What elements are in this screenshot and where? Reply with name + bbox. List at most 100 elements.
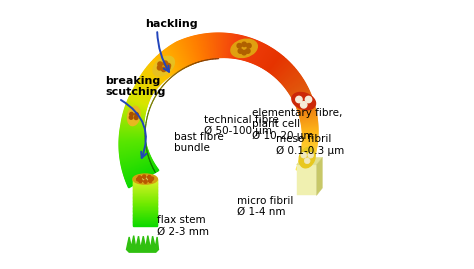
Wedge shape: [136, 83, 153, 94]
Wedge shape: [121, 124, 144, 127]
Wedge shape: [120, 131, 144, 133]
Wedge shape: [278, 66, 293, 80]
Wedge shape: [124, 110, 145, 116]
Wedge shape: [157, 56, 173, 75]
Wedge shape: [302, 142, 317, 145]
Wedge shape: [302, 133, 318, 134]
Wedge shape: [271, 58, 285, 74]
Wedge shape: [298, 105, 315, 111]
Wedge shape: [239, 37, 246, 59]
Wedge shape: [234, 35, 239, 58]
Wedge shape: [297, 166, 309, 172]
Wedge shape: [288, 81, 305, 92]
Wedge shape: [159, 54, 174, 73]
Wedge shape: [302, 141, 318, 143]
Wedge shape: [150, 63, 166, 80]
Wedge shape: [119, 142, 146, 146]
Wedge shape: [158, 55, 173, 74]
Wedge shape: [168, 47, 182, 69]
Wedge shape: [301, 151, 315, 155]
Wedge shape: [122, 158, 151, 168]
Bar: [133, 208, 157, 209]
Wedge shape: [267, 54, 281, 71]
Wedge shape: [127, 167, 157, 184]
Circle shape: [134, 116, 138, 119]
Bar: [133, 206, 157, 207]
Circle shape: [163, 61, 167, 65]
Wedge shape: [210, 33, 213, 58]
Wedge shape: [199, 35, 205, 60]
Bar: [133, 203, 157, 205]
Wedge shape: [175, 42, 188, 66]
Circle shape: [150, 177, 154, 180]
Wedge shape: [174, 43, 187, 67]
Wedge shape: [263, 50, 275, 68]
Wedge shape: [246, 40, 255, 61]
Bar: [133, 179, 157, 181]
Wedge shape: [125, 107, 146, 114]
Wedge shape: [241, 37, 248, 60]
Wedge shape: [164, 50, 178, 71]
Wedge shape: [187, 38, 197, 63]
Wedge shape: [293, 93, 310, 101]
Wedge shape: [120, 150, 148, 157]
Wedge shape: [121, 157, 151, 167]
Wedge shape: [294, 94, 311, 102]
Wedge shape: [193, 36, 201, 61]
Bar: [133, 194, 157, 195]
Wedge shape: [120, 129, 144, 131]
Wedge shape: [283, 72, 299, 85]
Wedge shape: [256, 45, 267, 65]
Wedge shape: [141, 75, 158, 87]
Wedge shape: [119, 148, 147, 154]
Wedge shape: [246, 39, 254, 61]
Wedge shape: [169, 46, 183, 69]
Bar: [133, 212, 157, 213]
Wedge shape: [119, 144, 146, 149]
Bar: [133, 204, 157, 206]
Wedge shape: [228, 34, 232, 58]
Wedge shape: [121, 155, 150, 164]
Wedge shape: [301, 152, 315, 155]
Wedge shape: [302, 125, 318, 127]
Wedge shape: [301, 150, 316, 154]
Text: hackling: hackling: [145, 19, 198, 29]
Wedge shape: [252, 42, 261, 63]
Wedge shape: [244, 38, 252, 61]
Wedge shape: [277, 64, 292, 79]
Wedge shape: [302, 132, 318, 133]
Wedge shape: [120, 153, 149, 162]
Wedge shape: [302, 124, 318, 126]
Wedge shape: [124, 163, 154, 176]
Wedge shape: [208, 34, 212, 58]
Bar: [133, 224, 157, 226]
Wedge shape: [297, 102, 314, 109]
Wedge shape: [146, 68, 163, 83]
Polygon shape: [127, 236, 158, 252]
Wedge shape: [249, 41, 258, 62]
Wedge shape: [155, 57, 171, 76]
Wedge shape: [125, 164, 155, 179]
Circle shape: [301, 102, 307, 108]
Wedge shape: [183, 39, 194, 64]
Wedge shape: [119, 136, 145, 137]
Wedge shape: [128, 100, 147, 108]
Wedge shape: [201, 34, 207, 59]
Bar: [133, 200, 157, 201]
Wedge shape: [270, 56, 284, 73]
Circle shape: [301, 152, 307, 158]
Bar: [133, 207, 157, 208]
Wedge shape: [197, 35, 204, 60]
Wedge shape: [120, 126, 144, 129]
Wedge shape: [154, 59, 170, 76]
Wedge shape: [194, 36, 202, 61]
Ellipse shape: [140, 177, 150, 181]
Wedge shape: [122, 120, 144, 124]
Wedge shape: [226, 34, 228, 58]
Wedge shape: [238, 36, 244, 59]
Wedge shape: [131, 92, 149, 101]
Wedge shape: [120, 152, 149, 160]
Wedge shape: [281, 69, 297, 83]
Wedge shape: [282, 70, 297, 84]
Wedge shape: [302, 137, 318, 139]
